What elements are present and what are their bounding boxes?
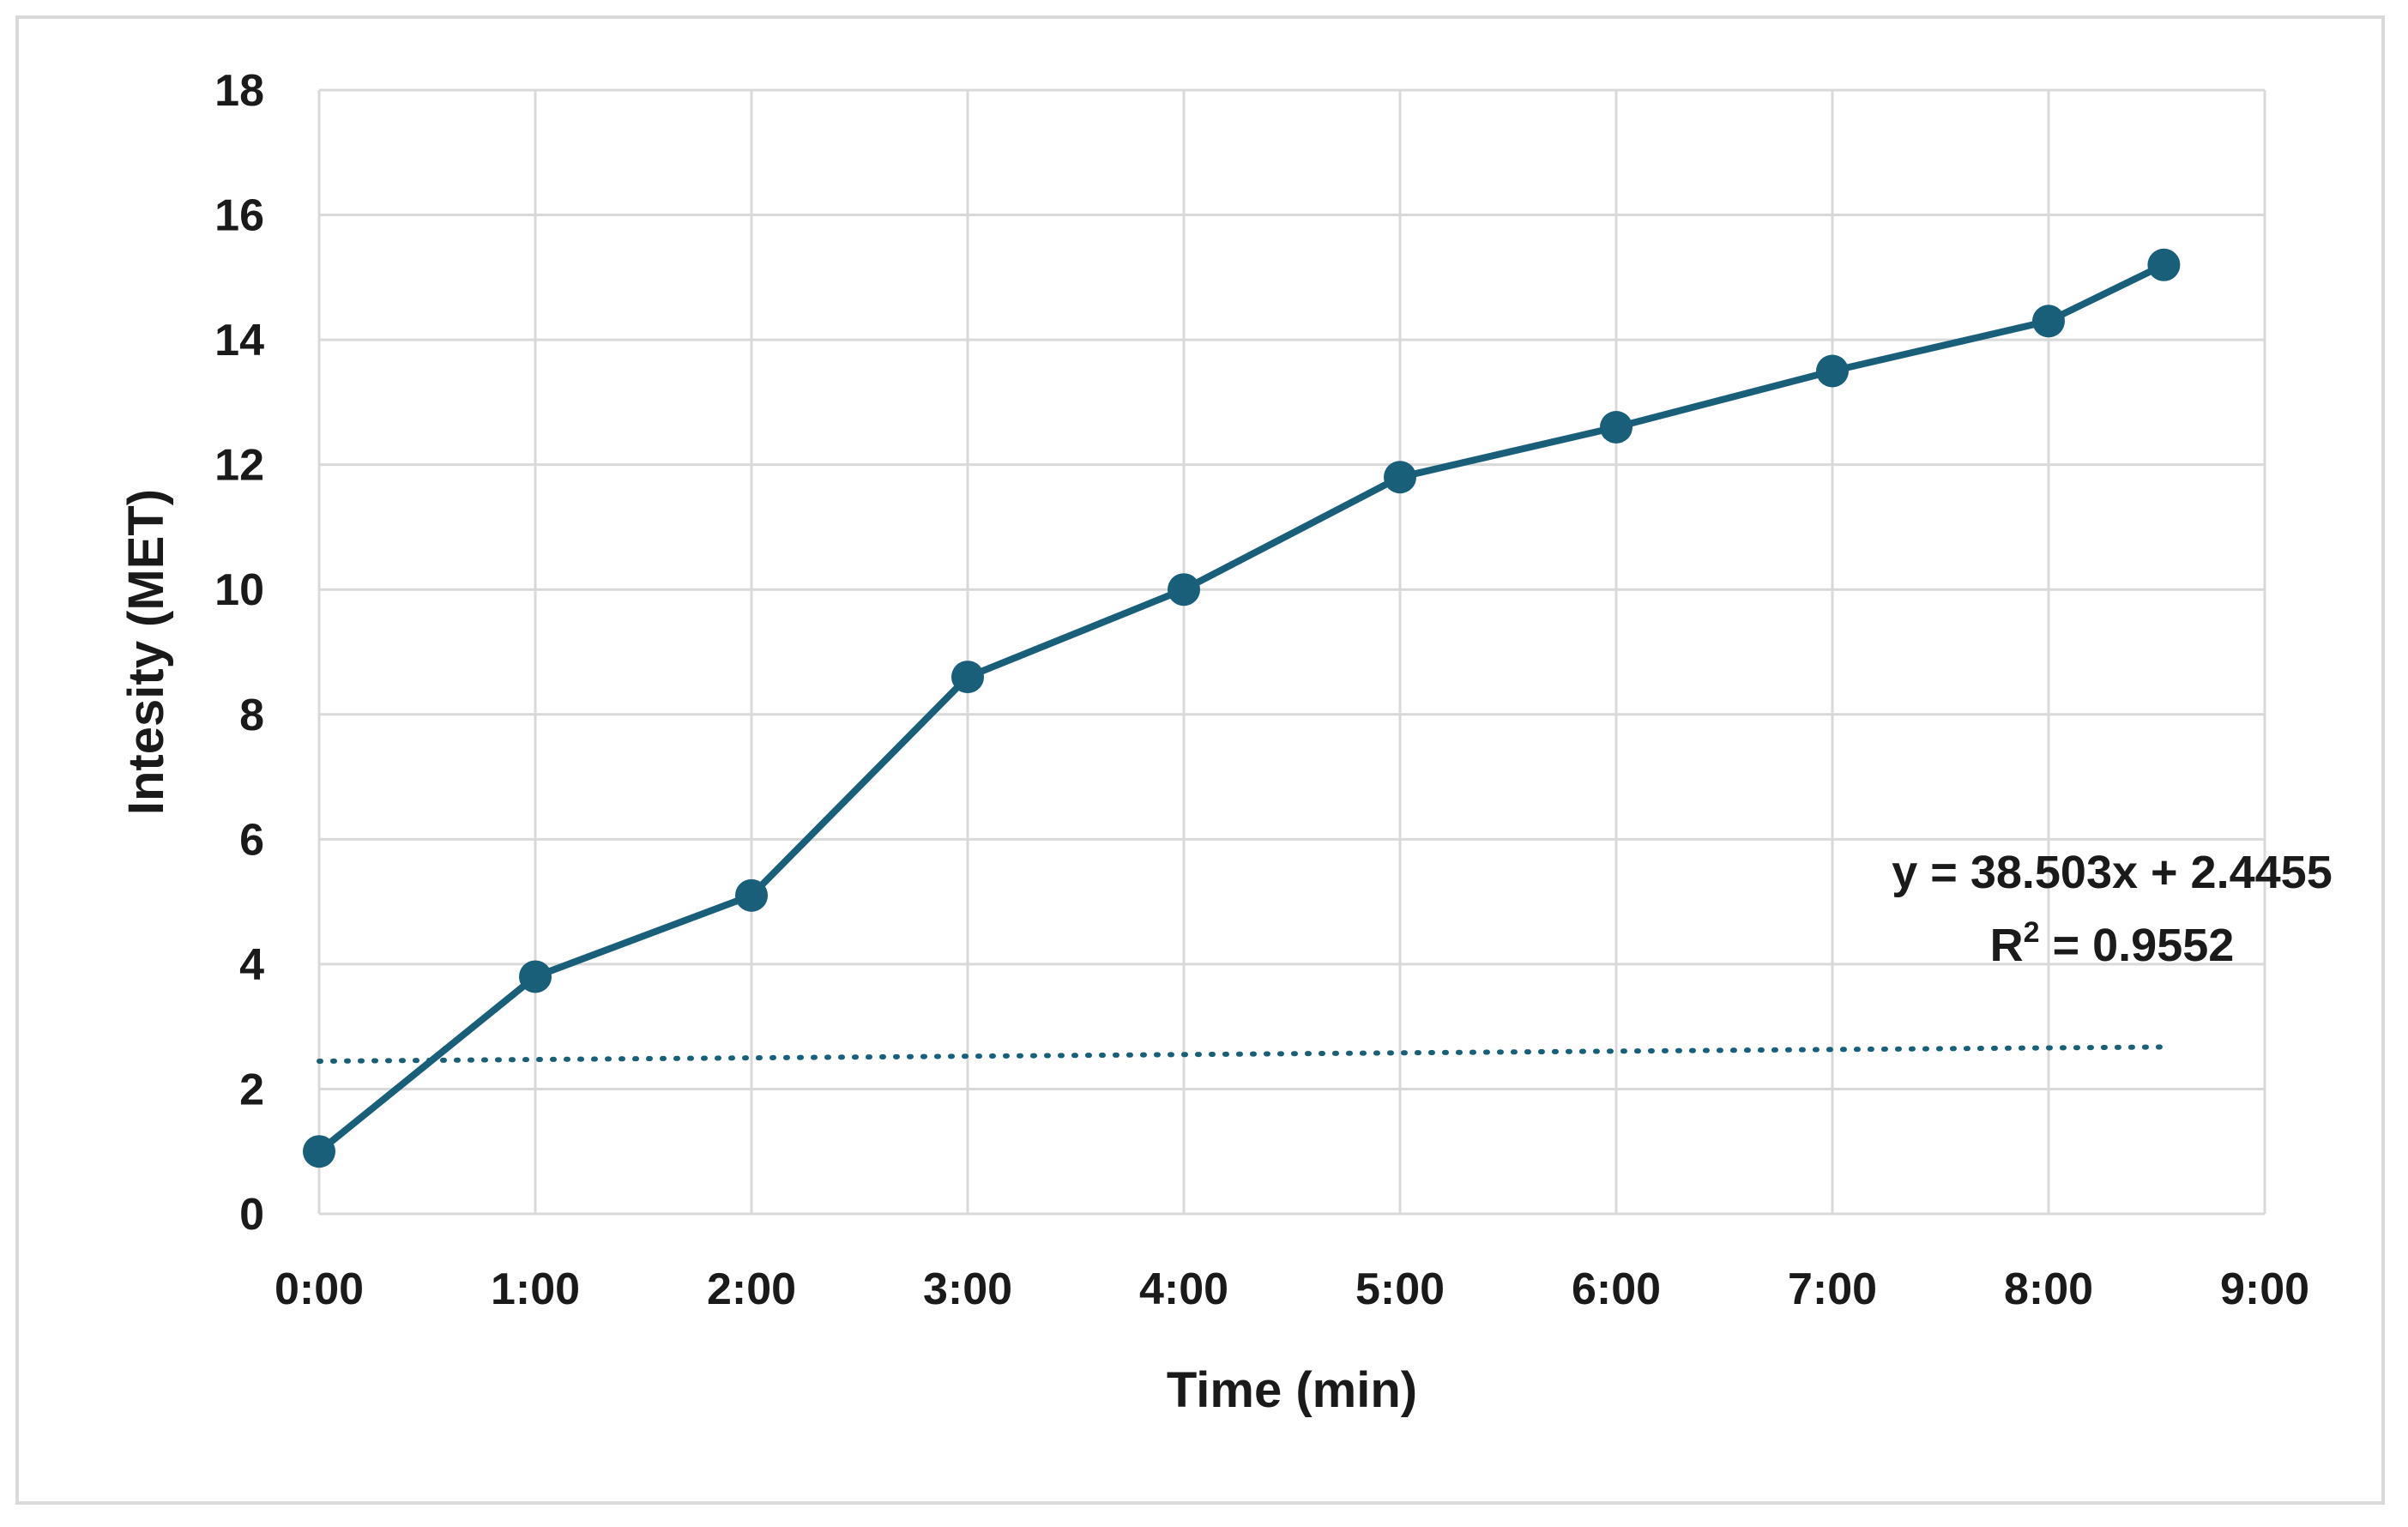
data-point-5	[1384, 461, 1416, 494]
r-squared-value: = 0.9552	[2040, 920, 2235, 971]
y-tick-label: 16	[214, 191, 264, 241]
data-point-4	[1168, 573, 1200, 607]
data-point-7	[1816, 354, 1849, 388]
y-tick-label: 18	[214, 66, 264, 116]
trendline	[317, 1044, 2167, 1065]
data-point-8	[2032, 305, 2065, 338]
trendline-equation: y = 38.503x + 2.4455	[1892, 847, 2332, 898]
chart-frame	[15, 15, 2385, 1505]
series-group	[303, 248, 2181, 1168]
grid-lines	[317, 88, 2266, 1216]
r-squared-superscript: 2	[2024, 916, 2040, 949]
x-tick-label: 9:00	[2220, 1264, 2309, 1314]
data-point-9	[2147, 248, 2181, 281]
y-tick-label: 14	[214, 316, 264, 365]
y-axis-label: Intesity (MET)	[118, 489, 174, 815]
x-tick-label: 1:00	[491, 1264, 580, 1314]
y-tick-label: 0	[239, 1190, 264, 1240]
data-point-6	[1600, 411, 1632, 444]
x-tick-label: 6:00	[1572, 1264, 1661, 1314]
y-tick-label: 12	[214, 441, 264, 491]
x-tick-label: 8:00	[2004, 1264, 2093, 1314]
x-tick-label: 4:00	[1139, 1264, 1228, 1314]
y-tick-label: 2	[239, 1065, 264, 1114]
series-line	[317, 262, 2166, 1155]
x-tick-label: 7:00	[1788, 1264, 1877, 1314]
data-point-2	[735, 878, 768, 912]
x-tick-labels: 0:00 1:00 2:00 3:00 4:00 5:00 6:00 7:00 8:00 9:00	[275, 1264, 2309, 1314]
y-tick-label: 4	[239, 940, 264, 990]
y-tick-label: 6	[239, 815, 264, 865]
r-squared-label: R	[1990, 920, 2024, 971]
x-tick-label: 2:00	[707, 1264, 796, 1314]
x-tick-label: 0:00	[275, 1264, 364, 1314]
data-point-0	[303, 1135, 335, 1168]
y-tick-label: 10	[214, 565, 264, 615]
y-tick-label: 8	[239, 691, 264, 740]
data-point-3	[951, 661, 984, 694]
y-tick-labels: 0 2 4 6 8 10 12 14 16 18	[214, 66, 264, 1240]
x-axis-label: Time (min)	[1167, 1362, 1417, 1418]
x-tick-label: 3:00	[923, 1264, 1012, 1314]
data-point-1	[519, 960, 552, 993]
trendline-group	[317, 1044, 2167, 1065]
x-tick-label: 5:00	[1355, 1264, 1445, 1314]
r-squared-annotation: R2 = 0.9552	[1990, 916, 2235, 971]
